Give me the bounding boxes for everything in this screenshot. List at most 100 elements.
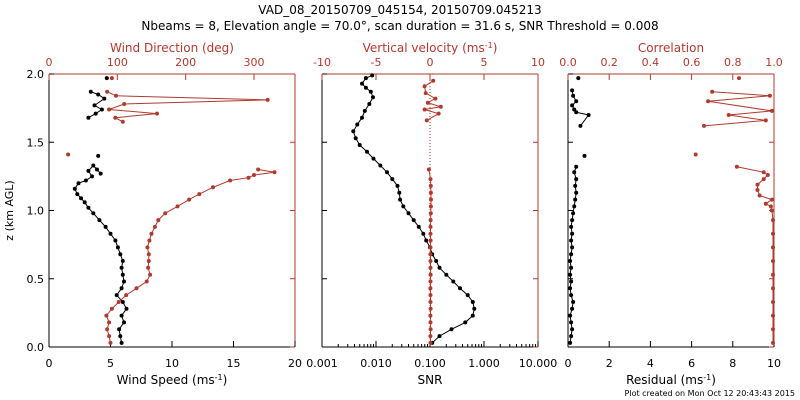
panel-right: 0 2 4 6 8 10 Residual (ms-1) 0.0 0.2 0.4 0.6 0.8 1.0… (559, 41, 783, 387)
x-tick-label: 0 (46, 357, 53, 370)
wind-direction-point (197, 192, 202, 197)
top-tick-label: 100 (107, 56, 128, 69)
y-tick-label: 2.0 (27, 68, 45, 81)
snr-point (353, 136, 358, 141)
vertical-velocity-point (428, 340, 433, 345)
top-tick-label: 300 (244, 56, 265, 69)
snr-point (437, 334, 442, 339)
snr-point (371, 156, 376, 161)
residual-point (570, 306, 575, 311)
residual-point (568, 272, 573, 277)
residual-point (569, 320, 574, 325)
correlation-point (771, 327, 775, 332)
snr-point (465, 293, 470, 298)
correlation-line (703, 91, 772, 127)
snr-point (398, 197, 403, 202)
residual-point (574, 190, 579, 195)
residual-point (569, 293, 574, 298)
snr-point (463, 320, 468, 325)
correlation-point (702, 123, 706, 128)
wind-direction-point (256, 167, 261, 172)
wind-speed-point (83, 178, 88, 183)
top-tick-label: 10 (531, 56, 545, 69)
wind-speed-point (86, 115, 91, 120)
snr-point (367, 102, 372, 106)
snr-point (451, 279, 456, 284)
x-tick-label: 6 (688, 357, 695, 370)
vertical-velocity-point (428, 272, 433, 277)
top-axis-label: Vertical velocity (ms-1) (363, 41, 498, 56)
wind-speed-point (98, 171, 103, 176)
residual-point (570, 231, 575, 236)
wind-speed-point (96, 92, 101, 97)
residual-point (586, 113, 591, 117)
correlation-point (771, 245, 775, 250)
residual-point (569, 334, 574, 339)
wind-speed-point (75, 192, 80, 197)
x-tick-label: 5 (107, 357, 114, 370)
residual-point (569, 224, 574, 229)
wind-direction-point (146, 259, 151, 263)
wind-speed-point (86, 205, 91, 210)
wind-direction-point (152, 224, 157, 229)
vertical-velocity-point (428, 252, 433, 257)
wind-speed-point (91, 163, 96, 168)
wind-speed-point (90, 174, 94, 179)
residual-point (570, 245, 575, 250)
y-tick-label: 0.5 (27, 273, 45, 286)
snr-point (371, 95, 375, 100)
residual-point (570, 327, 575, 332)
wind-direction-line (105, 169, 275, 344)
wind-direction-point (211, 185, 215, 190)
vertical-velocity-point (428, 211, 433, 216)
snr-point (363, 85, 368, 90)
top-tick-label: 5 (481, 56, 488, 69)
residual-point (572, 204, 577, 209)
wind-direction-point (149, 231, 154, 236)
top-tick-label: 0.4 (642, 56, 660, 69)
correlation-point (710, 89, 715, 94)
wind-direction-point (155, 111, 159, 116)
vertical-velocity-point (433, 96, 438, 101)
snr-point (449, 327, 454, 332)
wind-speed-point (118, 334, 123, 339)
snr-point (385, 170, 389, 175)
wind-speed-point (96, 153, 101, 158)
wind-direction-point (228, 178, 233, 183)
correlation-point (768, 204, 773, 209)
wind-speed-point (119, 313, 124, 318)
x-axis-label: SNR (418, 373, 443, 387)
correlation-point (771, 218, 775, 223)
snr-point (458, 286, 462, 291)
correlation-point (761, 170, 766, 175)
snr-point (351, 129, 356, 134)
wind-speed-point (113, 238, 118, 243)
wind-speed-point (119, 340, 124, 345)
snr-line (352, 74, 475, 344)
vertical-velocity-point (428, 327, 433, 332)
residual-point (569, 252, 574, 257)
wind-speed-point (103, 224, 108, 229)
vertical-velocity-point (428, 265, 433, 270)
wind-direction-point (122, 102, 127, 106)
correlation-point (771, 272, 775, 277)
vertical-velocity-point (428, 204, 433, 209)
wind-direction-point (105, 327, 110, 332)
vertical-velocity-point (428, 334, 433, 339)
vertical-velocity-point (428, 177, 433, 182)
vertical-velocity-point (428, 306, 433, 311)
snr-point (362, 108, 367, 113)
snr-point (437, 265, 442, 270)
vertical-velocity-point (429, 197, 433, 202)
residual-point (574, 164, 579, 169)
wind-speed-point (92, 103, 97, 108)
wind-speed-point (86, 168, 91, 173)
vertical-velocity-point (428, 279, 433, 284)
residual-point (568, 286, 573, 291)
wind-direction-point (107, 334, 112, 339)
wind-direction-point (163, 211, 168, 216)
x-tick-label: 4 (647, 357, 654, 370)
residual-point (572, 170, 577, 175)
wind-speed-point (122, 279, 126, 284)
